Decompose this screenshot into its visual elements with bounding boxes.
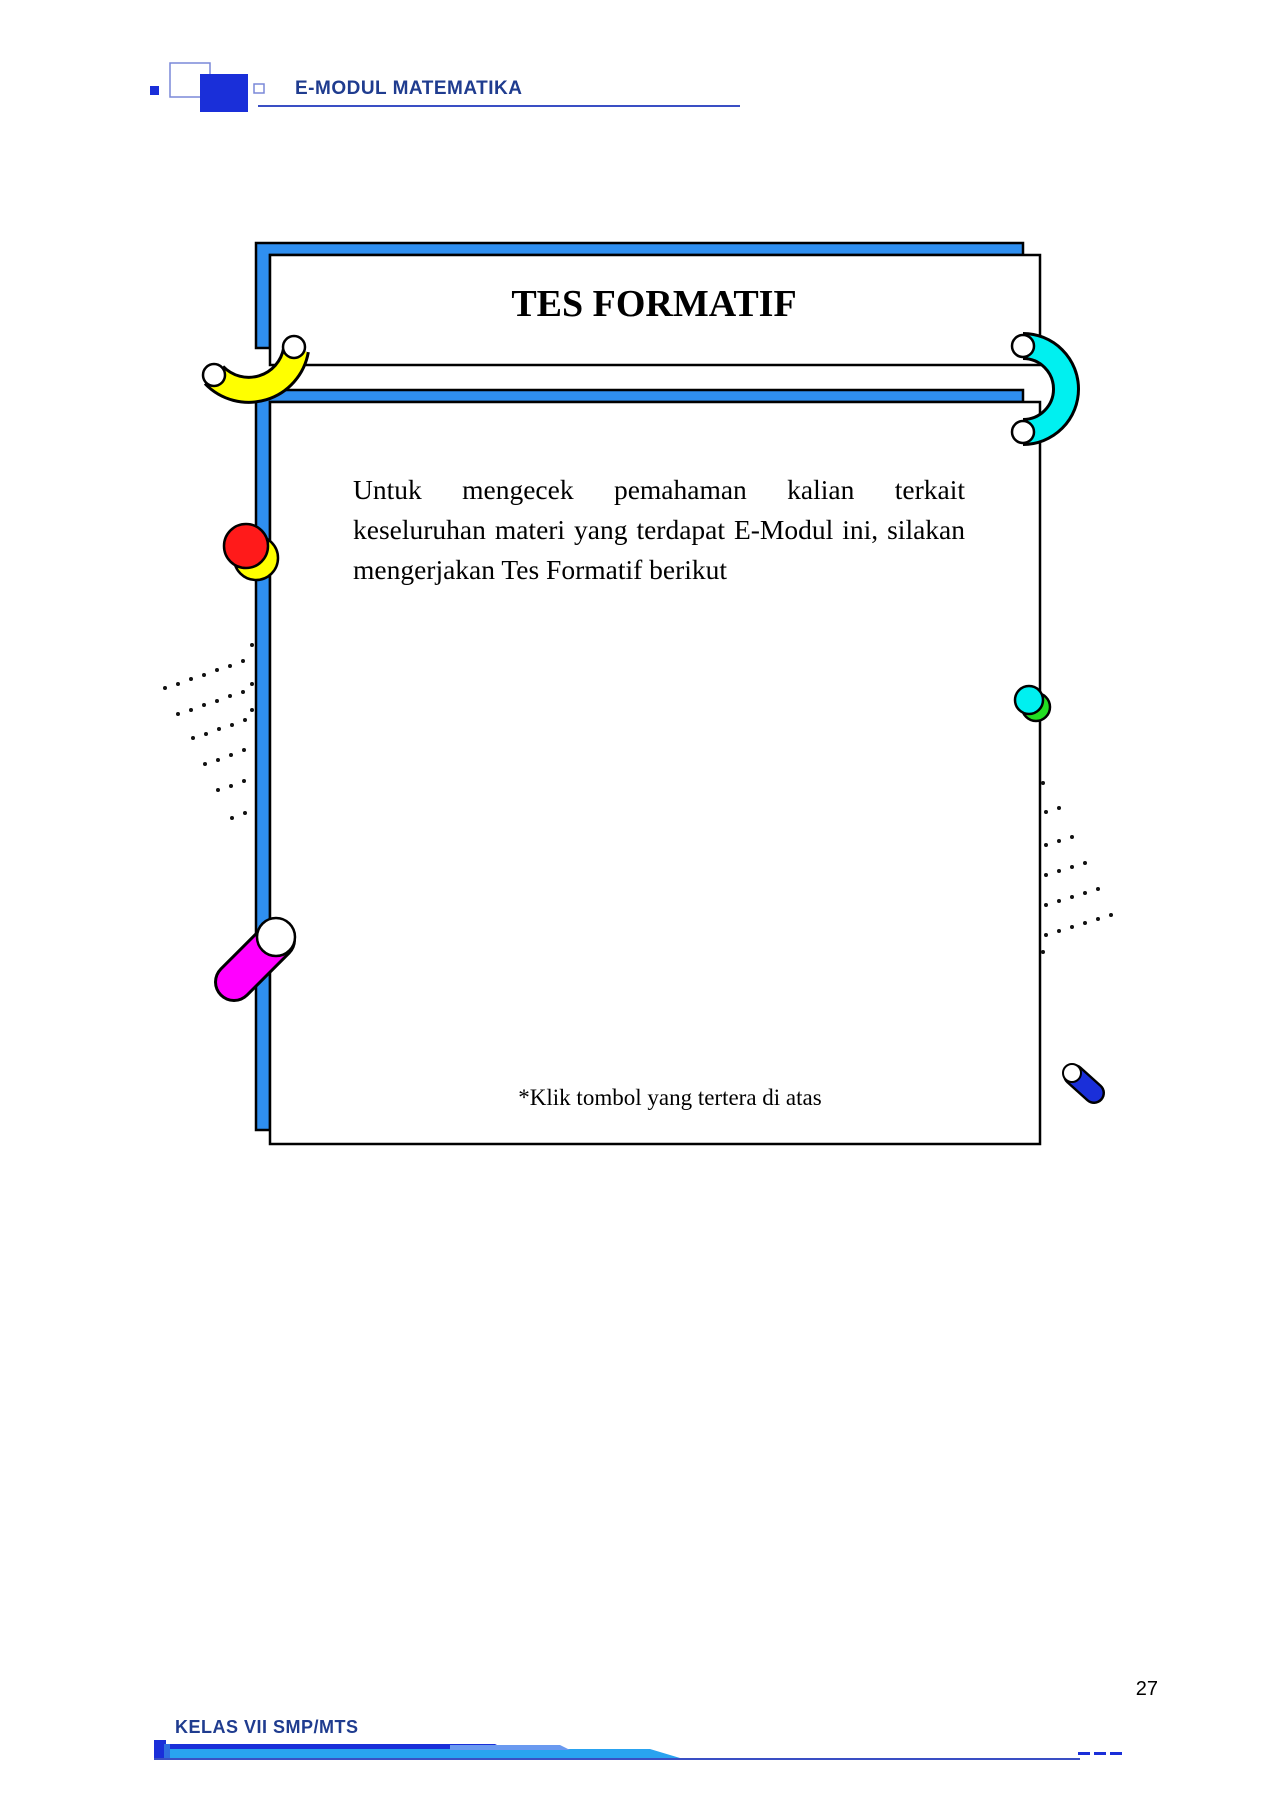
header-divider bbox=[258, 105, 740, 107]
page-title: TES FORMATIF bbox=[511, 283, 797, 325]
instruction-text: Untuk mengecek pemahaman kalian terkait … bbox=[353, 474, 965, 585]
header-logo-icon bbox=[150, 62, 265, 112]
instruction-note: *Klik tombol yang tertera di atas bbox=[518, 1085, 822, 1110]
footer-class-label: KELAS VII SMP/MTS bbox=[175, 1717, 359, 1737]
page-number: 27 bbox=[1135, 1678, 1158, 1700]
footer-bar bbox=[154, 1740, 1122, 1760]
header-title: E-MODUL MATEMATIKA bbox=[295, 78, 523, 99]
